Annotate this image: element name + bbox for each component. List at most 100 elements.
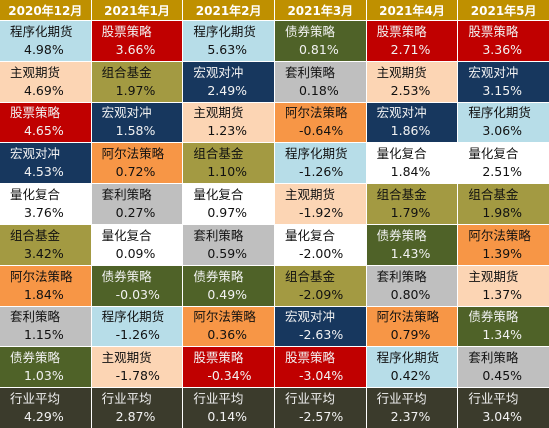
strategy-return: 4.98% (24, 41, 64, 57)
strategy-name: 行业平均 (10, 391, 61, 407)
strategy-return: 3.36% (482, 41, 523, 57)
strategy-name: 套利策略 (468, 350, 519, 366)
strategy-name: 宏观对冲 (10, 146, 61, 162)
strategy-name: 债券策略 (376, 227, 427, 243)
strategy-return: 1.23% (207, 123, 248, 139)
column-header: 2020年12月 (0, 0, 91, 20)
strategy-cell: 宏观对冲 4.53% (0, 143, 91, 184)
strategy-cell: 量化复合 -2.00% (274, 224, 366, 265)
column-header: 2021年4月 (366, 0, 458, 20)
strategy-name: 组合基金 (10, 227, 61, 243)
strategy-cell: 主观期货 1.23% (183, 102, 274, 143)
strategy-name: 股票策略 (284, 350, 335, 366)
strategy-return: 2.87% (115, 409, 156, 425)
strategy-cell: 阿尔法策略 1.84% (0, 265, 91, 306)
strategy-cell: 宏观对冲 1.86% (366, 102, 458, 143)
strategy-cell: 量化复合 0.09% (91, 224, 183, 265)
strategy-return: 1.86% (390, 123, 431, 139)
strategy-cell: 股票策略 3.66% (91, 21, 183, 61)
strategy-return: -0.64% (298, 123, 344, 139)
strategy-name: 套利策略 (376, 268, 427, 284)
strategy-cell: 宏观对冲 1.58% (91, 102, 183, 143)
strategy-return: 1.10% (207, 164, 248, 180)
strategy-cell: 组合基金 -2.09% (274, 265, 366, 306)
strategy-name: 主观期货 (101, 350, 152, 366)
strategy-cell: 量化复合 1.84% (366, 143, 458, 184)
strategy-name: 套利策略 (193, 227, 244, 243)
strategy-name: 阿尔法策略 (193, 309, 256, 325)
strategy-return: 4.29% (24, 409, 64, 425)
strategy-cell: 阿尔法策略 1.39% (458, 224, 549, 265)
strategy-return: -2.63% (298, 327, 344, 343)
strategy-return: 4.53% (24, 164, 64, 180)
strategy-cell: 套利策略 0.27% (91, 184, 183, 224)
strategy-cell: 宏观对冲 2.49% (183, 61, 274, 102)
strategy-cell: 主观期货 -1.78% (91, 347, 183, 388)
strategy-return: 0.42% (390, 368, 431, 384)
strategy-name: 程序化期货 (376, 350, 440, 366)
strategy-cell: 行业平均 2.87% (91, 388, 183, 428)
strategy-cell: 组合基金 1.98% (458, 184, 549, 224)
strategy-return: -1.26% (298, 164, 344, 180)
strategy-return: 4.65% (24, 123, 64, 139)
strategy-name: 股票策略 (101, 23, 152, 39)
strategy-return: 0.59% (207, 245, 248, 261)
strategy-name: 宏观对冲 (101, 105, 152, 121)
strategy-return: 1.15% (24, 327, 64, 343)
strategy-return: 0.18% (298, 82, 339, 98)
strategy-name: 程序化期货 (468, 105, 531, 121)
strategy-name: 量化复合 (468, 146, 519, 162)
strategy-cell: 量化复合 3.76% (0, 184, 91, 224)
strategy-name: 组合基金 (376, 187, 427, 203)
strategy-return: -1.78% (115, 368, 160, 384)
strategy-cell: 股票策略 2.71% (366, 21, 458, 61)
strategy-return: 0.36% (207, 327, 248, 343)
strategy-return: 3.15% (482, 82, 523, 98)
strategy-return: -2.57% (298, 409, 344, 425)
strategy-return: 2.49% (207, 82, 248, 98)
strategy-return: 2.37% (390, 409, 431, 425)
strategy-name: 组合基金 (193, 146, 244, 162)
column-header: 2021年5月 (458, 0, 549, 20)
strategy-return: 1.84% (390, 164, 431, 180)
strategy-return: -2.09% (298, 286, 344, 302)
strategy-cell: 宏观对冲 -2.63% (274, 306, 366, 347)
strategy-name: 套利策略 (101, 187, 152, 203)
strategy-cell: 债券策略 0.81% (274, 21, 366, 61)
strategy-cell: 组合基金 1.10% (183, 143, 274, 184)
strategy-return: 1.98% (482, 205, 523, 221)
strategy-name: 阿尔法策略 (376, 309, 440, 325)
strategy-return: 1.58% (115, 123, 156, 139)
strategy-name: 程序化期货 (101, 309, 165, 325)
strategy-cell: 股票策略 -0.34% (183, 347, 274, 388)
strategy-cell: 主观期货 -1.92% (274, 184, 366, 224)
strategy-cell: 组合基金 1.79% (366, 184, 458, 224)
strategy-return: -3.04% (298, 368, 344, 384)
strategy-cell: 套利策略 0.80% (366, 265, 458, 306)
strategy-name: 组合基金 (101, 64, 152, 80)
strategy-name: 债券策略 (101, 268, 152, 284)
strategy-name: 量化复合 (193, 187, 244, 203)
strategy-return: 3.76% (24, 205, 64, 221)
strategy-cell: 债券策略 1.03% (0, 347, 91, 388)
strategy-return: -1.92% (298, 205, 344, 221)
strategy-name: 组合基金 (284, 268, 335, 284)
strategy-return: 0.97% (207, 205, 248, 221)
strategy-return: 3.04% (482, 409, 523, 425)
strategy-name: 行业平均 (284, 391, 335, 407)
strategy-cell: 债券策略 0.49% (183, 265, 274, 306)
strategy-name: 宏观对冲 (284, 309, 335, 325)
strategy-cell: 阿尔法策略 0.36% (183, 306, 274, 347)
strategy-return: 0.79% (390, 327, 431, 343)
strategy-cell: 宏观对冲 3.15% (458, 61, 549, 102)
strategy-cell: 主观期货 4.69% (0, 61, 91, 102)
strategy-cell: 阿尔法策略 0.72% (91, 143, 183, 184)
strategy-cell: 组合基金 1.97% (91, 61, 183, 102)
strategy-name: 主观期货 (376, 64, 427, 80)
strategy-cell: 主观期货 2.53% (366, 61, 458, 102)
strategy-return: 2.71% (390, 41, 431, 57)
strategy-cell: 行业平均 0.14% (183, 388, 274, 428)
strategy-return: 5.63% (207, 41, 248, 57)
strategy-name: 阿尔法策略 (101, 146, 165, 162)
